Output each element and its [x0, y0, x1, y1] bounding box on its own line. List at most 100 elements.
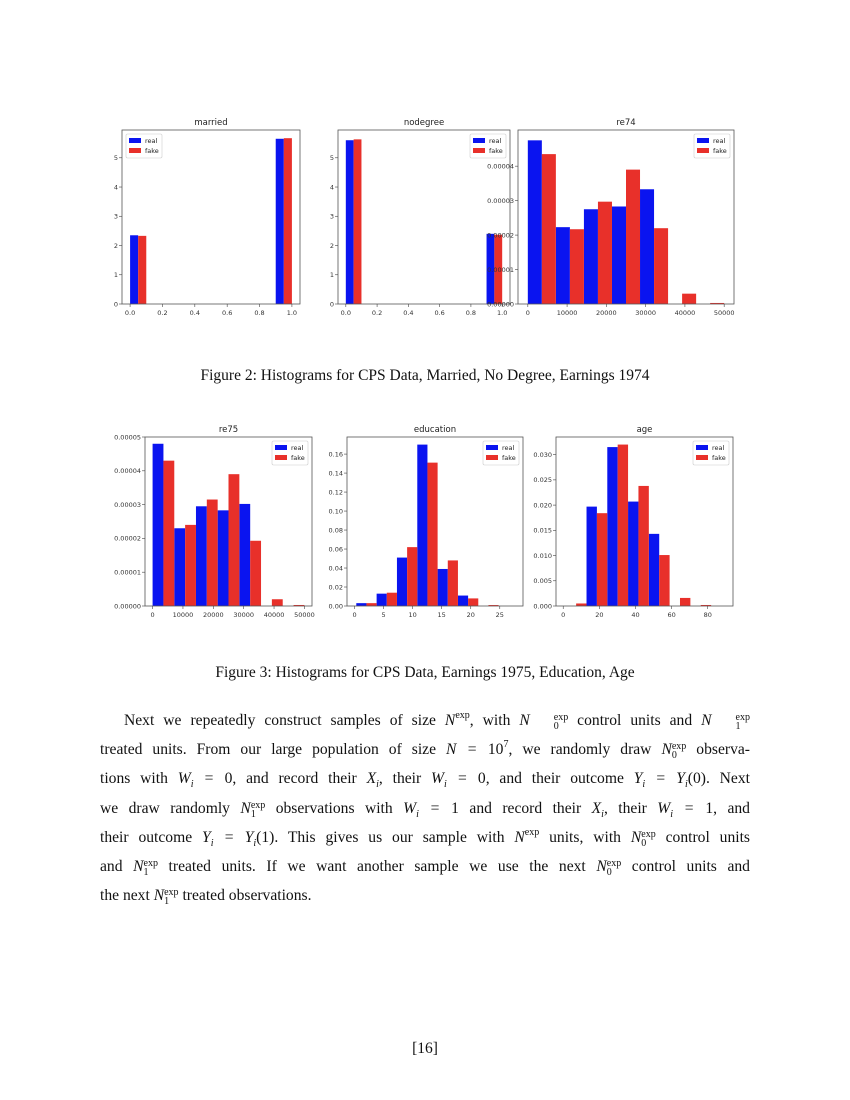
x-tick-label: 0.8 [466, 309, 476, 317]
bar-real [607, 447, 618, 606]
legend-label-real: real [712, 444, 725, 452]
bar-real [239, 503, 251, 606]
bar-fake [271, 599, 283, 606]
legend-swatch-real [486, 445, 498, 450]
y-tick-label: 3 [330, 213, 334, 221]
bar-fake [659, 555, 670, 606]
x-tick-label: 0.4 [403, 309, 413, 317]
y-tick-label: 0.10 [329, 507, 343, 515]
legend-swatch-real [129, 138, 141, 143]
x-tick-label: 60 [667, 611, 675, 619]
bar-fake [386, 592, 397, 606]
legend: real fake [125, 133, 163, 159]
bar-fake [488, 605, 499, 606]
bar-real [130, 235, 139, 304]
plot-frame [121, 129, 301, 305]
legend-label-real: real [713, 137, 726, 145]
bar-fake [494, 234, 503, 304]
histogram-age: age 0 20 40 60 80 0.000 0.005 0.010 0.015 0.020 0.0… [533, 425, 734, 619]
bar-fake [293, 604, 305, 606]
y-tick-label: 0.010 [533, 552, 552, 560]
bar-fake [138, 235, 147, 304]
legend: real fake [693, 133, 731, 159]
y-tick-label: 0 [114, 300, 118, 308]
y-tick-label: 0.08 [329, 526, 343, 534]
x-tick-label: 0 [151, 611, 155, 619]
legend-swatch-fake [697, 148, 709, 153]
legend-label-fake: fake [291, 454, 305, 462]
chart-title: re74 [616, 118, 635, 128]
legend-label-real: real [145, 137, 158, 145]
y-tick-label: 3 [114, 213, 118, 221]
plot-frame [337, 129, 511, 305]
x-tick-label: 0.2 [157, 309, 167, 317]
bar-real [611, 206, 627, 304]
y-tick-label: 0.00003 [487, 197, 514, 205]
bar-fake [206, 499, 218, 606]
plot-frame [555, 436, 734, 607]
bar-fake [617, 444, 629, 606]
x-tick-label: 50000 [294, 611, 315, 619]
bar-fake [283, 138, 292, 304]
bar-fake [679, 597, 691, 606]
legend-swatch-real [696, 445, 708, 450]
x-tick-label: 20 [595, 611, 603, 619]
bar-fake [163, 460, 175, 606]
bar-real [640, 189, 655, 304]
y-tick-label: 0.00001 [114, 569, 141, 577]
y-tick-label: 2 [114, 242, 118, 250]
bar-fake [597, 201, 612, 304]
y-tick-label: 0.12 [329, 488, 343, 496]
legend-label-real: real [291, 444, 304, 452]
bar-real [555, 227, 570, 304]
chart-title: education [414, 425, 456, 435]
y-tick-label: 0.00000 [487, 300, 514, 308]
histogram-married: married 0.0 0.2 0.4 0.6 0.8 1.0 0 1 2 3 4 5 real fake [114, 118, 301, 317]
bar-fake [427, 462, 438, 606]
bar-fake [596, 513, 608, 606]
bar-real [437, 568, 448, 606]
histogram-nodegree: nodegree 0.0 0.2 0.4 0.6 0.8 1.0 0 1 2 3 4 5 real fake [330, 118, 511, 317]
bar-fake [250, 540, 262, 606]
legend-swatch-fake [129, 148, 141, 153]
bar-real [195, 506, 207, 606]
legend-swatch-real [275, 445, 287, 450]
x-tick-label: 0 [561, 611, 565, 619]
y-tick-label: 0.015 [533, 527, 552, 535]
chart-title: nodegree [404, 118, 444, 128]
y-tick-label: 0.00004 [487, 162, 514, 170]
y-tick-label: 1 [330, 271, 334, 279]
figure-3-caption: Figure 3: Histograms for CPS Data, Earni… [215, 664, 635, 681]
x-tick-label: 1.0 [287, 309, 297, 317]
x-tick-label: 0 [526, 309, 530, 317]
legend: real fake [692, 440, 730, 466]
y-tick-label: 0.00005 [114, 433, 141, 441]
legend: real fake [271, 440, 309, 466]
y-tick-label: 0.00002 [487, 231, 514, 239]
y-tick-label: 0.00003 [114, 501, 141, 509]
y-tick-label: 0.06 [329, 545, 343, 553]
y-tick-label: 2 [330, 242, 334, 250]
x-tick-label: 0.0 [341, 309, 351, 317]
bar-real [417, 444, 428, 606]
bar-real [356, 603, 367, 606]
bar-real [396, 557, 408, 606]
x-tick-label: 80 [704, 611, 712, 619]
bar-fake [638, 485, 649, 606]
x-tick-label: 0.4 [190, 309, 200, 317]
bar-real [152, 443, 164, 606]
bar-real [275, 138, 284, 304]
plot-frame [346, 436, 524, 607]
bar-real [648, 533, 660, 606]
y-tick-label: 0.005 [533, 577, 552, 585]
x-tick-label: 40000 [675, 309, 696, 317]
x-tick-label: 0.2 [372, 309, 382, 317]
page-number: [16] [412, 1040, 438, 1057]
x-tick-label: 30000 [233, 611, 254, 619]
bar-real [217, 510, 229, 606]
y-tick-label: 4 [114, 183, 118, 191]
x-tick-label: 15 [438, 611, 446, 619]
y-tick-label: 0.000 [533, 602, 552, 610]
